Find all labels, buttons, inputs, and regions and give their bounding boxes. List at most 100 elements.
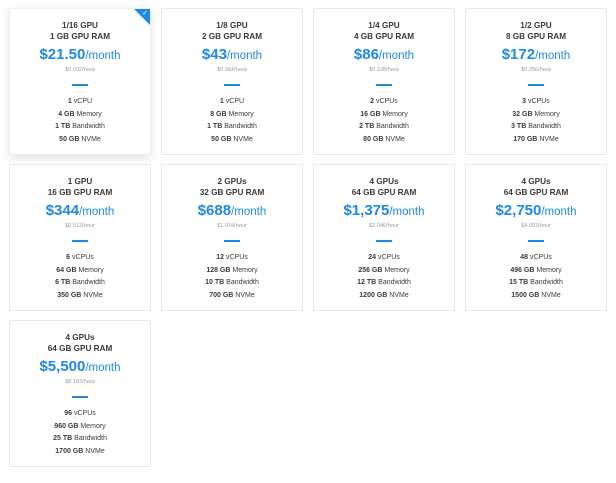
spec-memory: 64 GB Memory bbox=[10, 265, 150, 278]
spec-vcpu-label: vCPUs bbox=[72, 254, 94, 261]
plan-price: $43/month bbox=[162, 45, 302, 65]
spec-vcpu-value: 24 bbox=[368, 254, 377, 261]
price-amount: $2,750 bbox=[495, 202, 542, 219]
spec-memory-value: 64 GB bbox=[56, 266, 77, 274]
spec-vcpu-value: 12 bbox=[216, 254, 225, 261]
divider bbox=[528, 84, 544, 86]
spec-bandwidth-value: 15 TB bbox=[509, 279, 529, 287]
divider bbox=[376, 84, 392, 86]
spec-vcpu: 24 vCPUs bbox=[314, 252, 454, 265]
spec-vcpu-value: 1 bbox=[219, 98, 224, 105]
plan-gpu-ram: 8 GB GPU RAM bbox=[505, 32, 567, 41]
plan-hourly-price: $8.183/hour bbox=[65, 379, 95, 385]
plan-card[interactable]: 1/2 GPU 8 GB GPU RAM $172/month $0.256/hour… bbox=[465, 8, 607, 155]
checkmark-icon: ✓ bbox=[142, 9, 148, 17]
price-period: /month bbox=[389, 206, 425, 218]
spec-bandwidth-label: Bandwidth bbox=[530, 279, 563, 287]
spec-vcpu-value: 6 bbox=[66, 254, 71, 261]
spec-bandwidth-label: Bandwidth bbox=[72, 279, 105, 287]
spec-vcpu-value: 3 bbox=[522, 98, 527, 105]
plan-hourly-price: $1.024/hour bbox=[217, 223, 247, 229]
plan-card[interactable]: 4 GPUs 64 GB GPU RAM $2,750/month $4.092/ho… bbox=[465, 164, 607, 311]
spec-bandwidth-value: 25 TB bbox=[53, 435, 73, 443]
divider bbox=[72, 240, 88, 242]
spec-memory: 960 GB Memory bbox=[10, 421, 150, 434]
spec-storage-value: 1200 GB bbox=[359, 291, 388, 299]
spec-memory-value: 8 GB bbox=[210, 110, 227, 118]
spec-memory-label: Memory bbox=[228, 110, 254, 118]
price-period: /month bbox=[231, 206, 267, 218]
divider bbox=[72, 84, 88, 86]
spec-bandwidth-value: 6 TB bbox=[55, 279, 71, 287]
price-period: /month bbox=[535, 50, 571, 62]
price-amount: $688 bbox=[197, 202, 232, 219]
spec-storage-label: NVMe bbox=[83, 291, 103, 299]
plan-gpu: 4 GPUs bbox=[521, 177, 551, 186]
spec-memory-value: 256 GB bbox=[358, 266, 383, 274]
spec-storage-value: 350 GB bbox=[57, 291, 82, 299]
plan-card[interactable]: 1/4 GPU 4 GB GPU RAM $86/month $0.128/hour 2… bbox=[313, 8, 455, 155]
plan-hourly-price: $0.128/hour bbox=[369, 67, 399, 73]
spec-storage-value: 50 GB bbox=[59, 135, 80, 143]
spec-memory-value: 960 GB bbox=[54, 422, 79, 430]
plan-gpu: 2 GPUs bbox=[217, 177, 247, 186]
plan-hourly-price: $2.046/hour bbox=[369, 223, 399, 229]
spec-memory-value: 4 GB bbox=[58, 110, 75, 118]
spec-bandwidth-label: Bandwidth bbox=[376, 123, 409, 131]
spec-bandwidth-value: 1 TB bbox=[55, 123, 71, 131]
spec-memory-value: 32 GB bbox=[512, 110, 533, 118]
plan-card[interactable]: 4 GPUs 64 GB GPU RAM $5,500/month $8.183/ho… bbox=[9, 320, 151, 467]
spec-bandwidth: 1 TB Bandwidth bbox=[162, 121, 302, 134]
spec-bandwidth-label: Bandwidth bbox=[528, 123, 561, 131]
spec-storage-value: 50 GB bbox=[211, 135, 232, 143]
spec-storage-label: NVMe bbox=[389, 291, 409, 299]
plan-card[interactable]: 4 GPUs 64 GB GPU RAM $1,375/month $2.046/ho… bbox=[313, 164, 455, 311]
spec-vcpu: 3 vCPUs bbox=[466, 96, 606, 109]
plan-gpu: 1/8 GPU bbox=[216, 21, 248, 30]
spec-bandwidth: 2 TB Bandwidth bbox=[314, 121, 454, 134]
spec-storage: 700 GB NVMe bbox=[162, 290, 302, 303]
spec-memory: 4 GB Memory bbox=[10, 109, 150, 122]
spec-bandwidth-label: Bandwidth bbox=[224, 123, 257, 131]
spec-vcpu-value: 48 bbox=[520, 254, 529, 261]
spec-vcpu-label: vCPUs bbox=[529, 254, 552, 261]
spec-bandwidth: 10 TB Bandwidth bbox=[162, 277, 302, 290]
spec-bandwidth-label: Bandwidth bbox=[74, 435, 107, 443]
spec-vcpu-label: vCPU bbox=[73, 98, 93, 105]
plan-hourly-price: $4.092/hour bbox=[521, 223, 551, 229]
price-amount: $86 bbox=[353, 46, 379, 63]
spec-memory-label: Memory bbox=[536, 266, 562, 274]
spec-storage-label: NVMe bbox=[81, 135, 101, 143]
spec-storage-value: 170 GB bbox=[513, 135, 538, 143]
spec-memory: 16 GB Memory bbox=[314, 109, 454, 122]
plan-card[interactable]: 1 GPU 16 GB GPU RAM $344/month $0.512/hour 6… bbox=[9, 164, 151, 311]
spec-bandwidth: 15 TB Bandwidth bbox=[466, 277, 606, 290]
plan-card[interactable]: 2 GPUs 32 GB GPU RAM $688/month $1.024/hour… bbox=[161, 164, 303, 311]
spec-storage-value: 700 GB bbox=[209, 291, 234, 299]
spec-vcpu: 1 vCPU bbox=[162, 96, 302, 109]
spec-memory-label: Memory bbox=[78, 266, 104, 274]
price-amount: $43 bbox=[201, 46, 227, 63]
plan-price: $86/month bbox=[314, 45, 454, 65]
plan-hourly-price: $0.032/hour bbox=[65, 67, 95, 73]
spec-memory-label: Memory bbox=[382, 110, 408, 118]
spec-storage-label: NVMe bbox=[85, 447, 105, 455]
price-period: /month bbox=[541, 206, 577, 218]
spec-memory: 32 GB Memory bbox=[466, 109, 606, 122]
spec-storage: 1200 GB NVMe bbox=[314, 290, 454, 303]
spec-memory-label: Memory bbox=[534, 110, 560, 118]
plan-card[interactable]: ✓ 1/16 GPU 1 GB GPU RAM $21.50/month $0.032/… bbox=[9, 8, 151, 155]
spec-vcpu-value: 2 bbox=[370, 98, 375, 105]
price-amount: $344 bbox=[45, 202, 80, 219]
spec-bandwidth-value: 1 TB bbox=[207, 123, 223, 131]
spec-memory-value: 496 GB bbox=[510, 266, 535, 274]
price-amount: $172 bbox=[501, 46, 536, 63]
plan-price: $5,500/month bbox=[10, 357, 150, 377]
spec-vcpu: 2 vCPUs bbox=[314, 96, 454, 109]
spec-vcpu-label: vCPUs bbox=[377, 254, 400, 261]
plan-price: $21.50/month bbox=[10, 45, 150, 65]
spec-bandwidth-label: Bandwidth bbox=[226, 279, 259, 287]
plan-card[interactable]: 1/8 GPU 2 GB GPU RAM $43/month $0.064/hour 1… bbox=[161, 8, 303, 155]
spec-vcpu-label: vCPU bbox=[225, 98, 245, 105]
price-amount: $1,375 bbox=[343, 202, 390, 219]
